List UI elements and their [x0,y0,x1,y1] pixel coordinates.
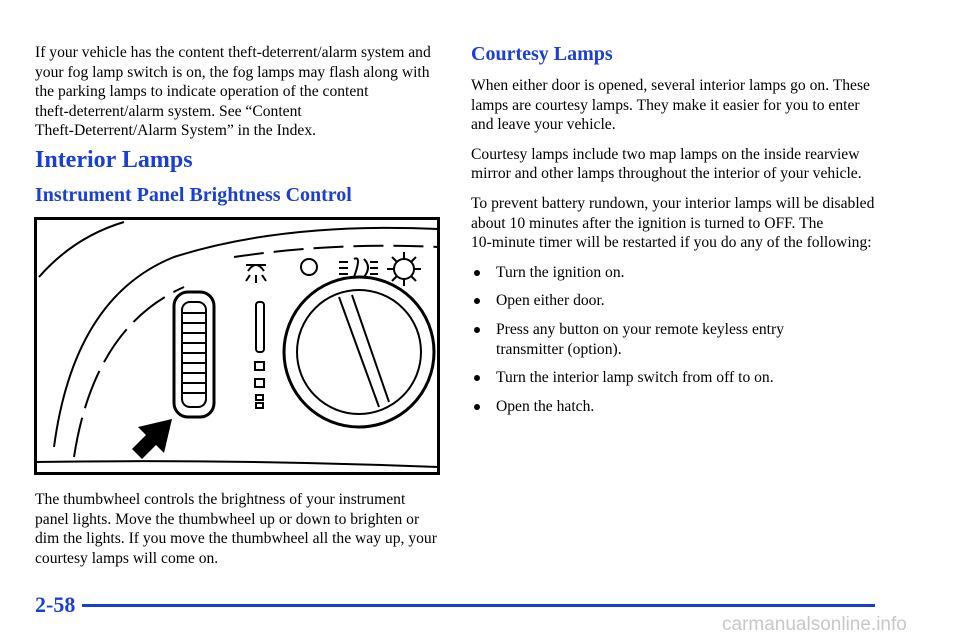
section-heading: Interior Lamps [35,147,193,173]
bullet-item: Turn the ignition on. [471,263,876,283]
bullet-item: Open the hatch. [471,397,876,417]
paragraph: Courtesy lamps include two map lamps on … [471,145,862,183]
paragraph: To prevent battery rundown, your interio… [471,194,875,252]
bullet-text: Turn the interior lamp switch from off t… [496,369,774,387]
bullet-text: Open either door. [496,292,605,310]
bullet-text: Open the hatch. [496,397,595,415]
bullet [474,326,480,333]
bullet [474,298,480,305]
watermark: carmanualsonline.info [722,614,907,635]
bullet-text: Turn the ignition on. [496,263,625,281]
subsection-heading: Instrument Panel Brightness Control [35,184,352,206]
footer-rule [82,604,875,607]
bullet [474,269,480,276]
bullet [474,375,480,382]
right-column: When either door is opened, several inte… [471,76,876,425]
bullet-item: Turn the interior lamp switch from off t… [471,368,876,388]
section-heading: Courtesy Lamps [471,43,613,65]
intro-paragraph: If your vehicle has the content theft‑de… [35,44,431,140]
paragraph: When either door is opened, several inte… [471,77,870,134]
page-number: 2-58 [35,592,76,617]
illustration [34,217,440,475]
bullet [474,403,480,410]
bullet-text: Press any button on your remote keyless … [496,320,784,358]
bullet-item: Open either door. [471,291,876,311]
caption-paragraph: The thumbwheel controls the brightness o… [35,491,437,567]
bullet-item: Press any button on your remote keyless … [471,320,826,359]
